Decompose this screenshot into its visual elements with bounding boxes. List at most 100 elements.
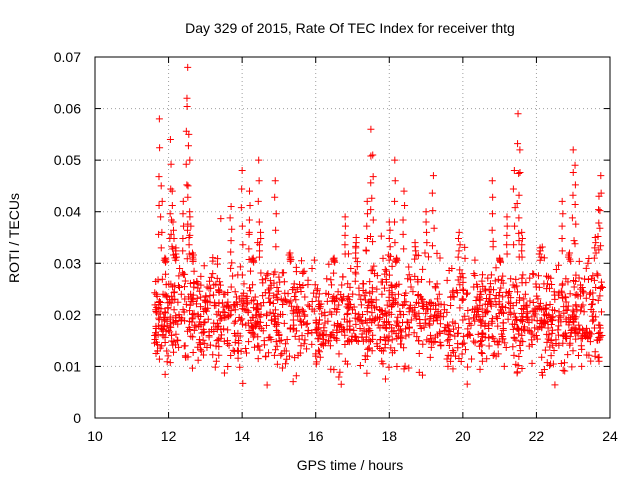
data-point: [400, 245, 408, 253]
data-point: [359, 337, 367, 345]
data-point: [586, 290, 594, 298]
data-point: [513, 199, 521, 207]
data-point: [481, 285, 489, 293]
data-point: [331, 258, 339, 266]
data-point: [323, 275, 331, 283]
data-point: [244, 299, 252, 307]
data-point: [505, 298, 513, 306]
data-point: [363, 304, 371, 312]
data-point: [548, 306, 556, 314]
data-point: [165, 326, 173, 334]
data-point: [298, 332, 306, 340]
data-point: [344, 280, 352, 288]
data-point: [369, 331, 377, 339]
data-point: [239, 320, 247, 328]
data-point: [544, 335, 552, 343]
data-point: [352, 270, 360, 278]
data-point: [360, 292, 368, 300]
data-point: [530, 270, 538, 278]
data-point: [197, 293, 205, 301]
data-point: [443, 321, 451, 329]
data-point: [424, 253, 432, 261]
data-point: [373, 285, 381, 293]
data-point: [385, 293, 393, 301]
data-point: [444, 351, 452, 359]
data-point: [421, 249, 429, 257]
data-point: [166, 136, 174, 144]
data-point: [395, 322, 403, 330]
data-point: [518, 241, 526, 249]
data-point: [262, 353, 270, 361]
data-point: [414, 276, 422, 284]
data-point: [378, 357, 386, 365]
data-point: [352, 254, 360, 262]
data-point: [185, 250, 193, 258]
data-point: [409, 288, 417, 296]
data-point: [423, 305, 431, 313]
data-point: [257, 302, 265, 310]
data-point: [513, 368, 521, 376]
data-point: [470, 314, 478, 322]
data-point: [474, 330, 482, 338]
data-point: [482, 287, 490, 295]
data-point: [308, 305, 316, 313]
data-point: [491, 277, 499, 285]
data-point: [526, 274, 534, 282]
data-point: [157, 182, 165, 190]
grid-lines: [95, 57, 610, 418]
data-point: [327, 365, 335, 373]
data-point: [182, 160, 190, 168]
data-point: [280, 319, 288, 327]
data-point: [515, 229, 523, 237]
data-point: [156, 144, 164, 152]
data-point: [443, 276, 451, 284]
y-tick-label: 0.07: [54, 49, 81, 65]
data-point: [518, 228, 526, 236]
data-point: [407, 276, 415, 284]
data-point: [258, 276, 266, 284]
data-point: [434, 308, 442, 316]
data-point: [356, 361, 364, 369]
data-point: [273, 360, 281, 368]
data-point: [351, 277, 359, 285]
data-point: [536, 323, 544, 331]
data-point: [387, 344, 395, 352]
data-point: [596, 207, 604, 215]
data-point: [189, 298, 197, 306]
data-point: [155, 115, 163, 123]
data-point: [365, 325, 373, 333]
data-point: [558, 281, 566, 289]
data-point: [201, 339, 209, 347]
data-point: [473, 280, 481, 288]
data-point: [227, 203, 235, 211]
data-point: [226, 214, 234, 222]
data-point: [381, 270, 389, 278]
data-point: [422, 208, 430, 216]
data-point: [461, 312, 469, 320]
data-point: [461, 346, 469, 354]
data-point: [513, 324, 521, 332]
data-point: [478, 277, 486, 285]
data-point: [547, 321, 555, 329]
data-point: [411, 272, 419, 280]
data-point: [319, 331, 327, 339]
data-point: [429, 207, 437, 215]
y-tick-label: 0.06: [54, 101, 81, 117]
data-point: [215, 287, 223, 295]
data-point: [374, 321, 382, 329]
data-point: [391, 282, 399, 290]
data-point: [539, 371, 547, 379]
data-point: [205, 331, 213, 339]
data-point: [272, 243, 280, 251]
data-point: [246, 187, 253, 195]
data-point: [476, 293, 484, 301]
data-point: [334, 321, 342, 329]
data-point: [239, 241, 247, 249]
data-point: [265, 294, 273, 302]
data-point: [489, 193, 497, 201]
data-point: [411, 255, 419, 263]
data-point: [190, 309, 198, 317]
data-point: [154, 276, 162, 284]
data-point: [518, 253, 526, 261]
data-point: [488, 177, 496, 185]
